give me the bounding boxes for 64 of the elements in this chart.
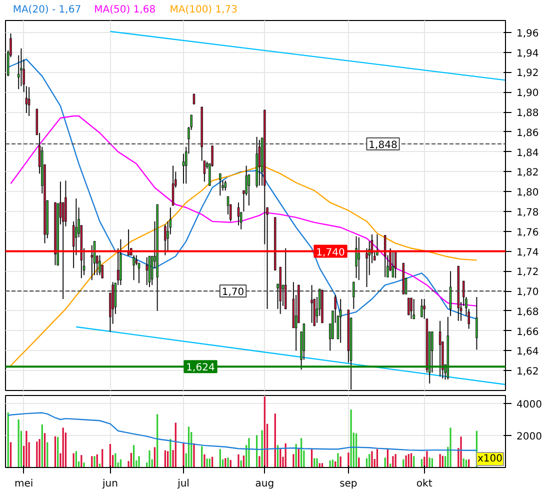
- ref-line-label: 1,624: [186, 362, 215, 374]
- candlestick: [352, 282, 355, 310]
- candlestick: [112, 282, 114, 324]
- candlestick: [438, 320, 442, 378]
- ref-line-label: 1,740: [316, 247, 345, 258]
- y-tick-label: 1,78: [516, 207, 539, 218]
- y-tick-label: 1,76: [516, 227, 539, 238]
- y-tick-label: 1,64: [516, 346, 539, 358]
- candlestick: [222, 180, 224, 192]
- y-tick-label: 1,86: [516, 128, 539, 139]
- x-tick-label: okt: [416, 478, 432, 490]
- candlestick: [310, 284, 313, 324]
- y-tick-label: 1,92: [516, 68, 539, 80]
- candlestick: [203, 160, 206, 182]
- y-tick-label: 1,68: [516, 306, 539, 318]
- candlestick: [431, 331, 434, 374]
- text: MA(20) - 1,67: [12, 4, 82, 16]
- line-series: [10, 115, 478, 307]
- candlestick: [224, 180, 227, 192]
- candlestick: [339, 298, 342, 344]
- y-tick-label: 1,72: [516, 267, 539, 278]
- y-tick-label: 1,96: [516, 28, 539, 40]
- candlestick: [355, 236, 358, 279]
- text: MA(100) 1,73: [170, 4, 238, 16]
- y-tick-label: 4000: [516, 400, 542, 410]
- y-tick-label: 1,84: [516, 148, 539, 159]
- candlestick: [98, 254, 101, 276]
- ref-line-label: 1,70: [222, 287, 244, 298]
- x-tick-label: sep: [340, 478, 358, 490]
- candlestick: [192, 94, 196, 105]
- y-tick-label: 2000: [516, 432, 542, 442]
- y-tick-label: 1,88: [516, 108, 539, 120]
- line-series: [8, 412, 478, 451]
- x-tick-label: aug: [255, 478, 274, 490]
- y-tick-label: 1,94: [516, 48, 539, 60]
- y-tick-label: 1,70: [516, 287, 539, 298]
- y-tick-label: 1,82: [516, 168, 539, 179]
- x-tick-label: jul: [176, 478, 190, 490]
- candlestick: [164, 224, 166, 256]
- text: MA(50) 1,68: [94, 4, 156, 16]
- candlestick: [219, 173, 222, 196]
- candlestick: [408, 298, 410, 316]
- candlestick: [358, 236, 360, 281]
- candlestick: [412, 298, 415, 320]
- y-tick-label: 1,66: [516, 326, 539, 338]
- x-tick-label: jun: [101, 478, 118, 490]
- y-tick-label: 1,62: [516, 366, 539, 378]
- candlestick: [237, 202, 240, 226]
- candlestick: [476, 296, 478, 350]
- y-tick-label: 1,74: [516, 247, 539, 258]
- y-tick-label: 1,90: [516, 88, 539, 100]
- ref-line-label: 1,848: [368, 140, 398, 151]
- candlestick: [392, 250, 394, 278]
- candlestick: [172, 165, 174, 206]
- candlestick: [28, 86, 30, 116]
- candlestick: [258, 139, 261, 186]
- candlestick: [284, 248, 287, 310]
- y-tick-label: 1,80: [516, 188, 539, 199]
- annotation: x100: [477, 454, 503, 464]
- candlestick: [90, 244, 93, 281]
- candlestick: [420, 298, 423, 318]
- x-tick-label: mei: [14, 478, 34, 490]
- candlestick: [410, 298, 412, 320]
- candlestick: [146, 256, 148, 286]
